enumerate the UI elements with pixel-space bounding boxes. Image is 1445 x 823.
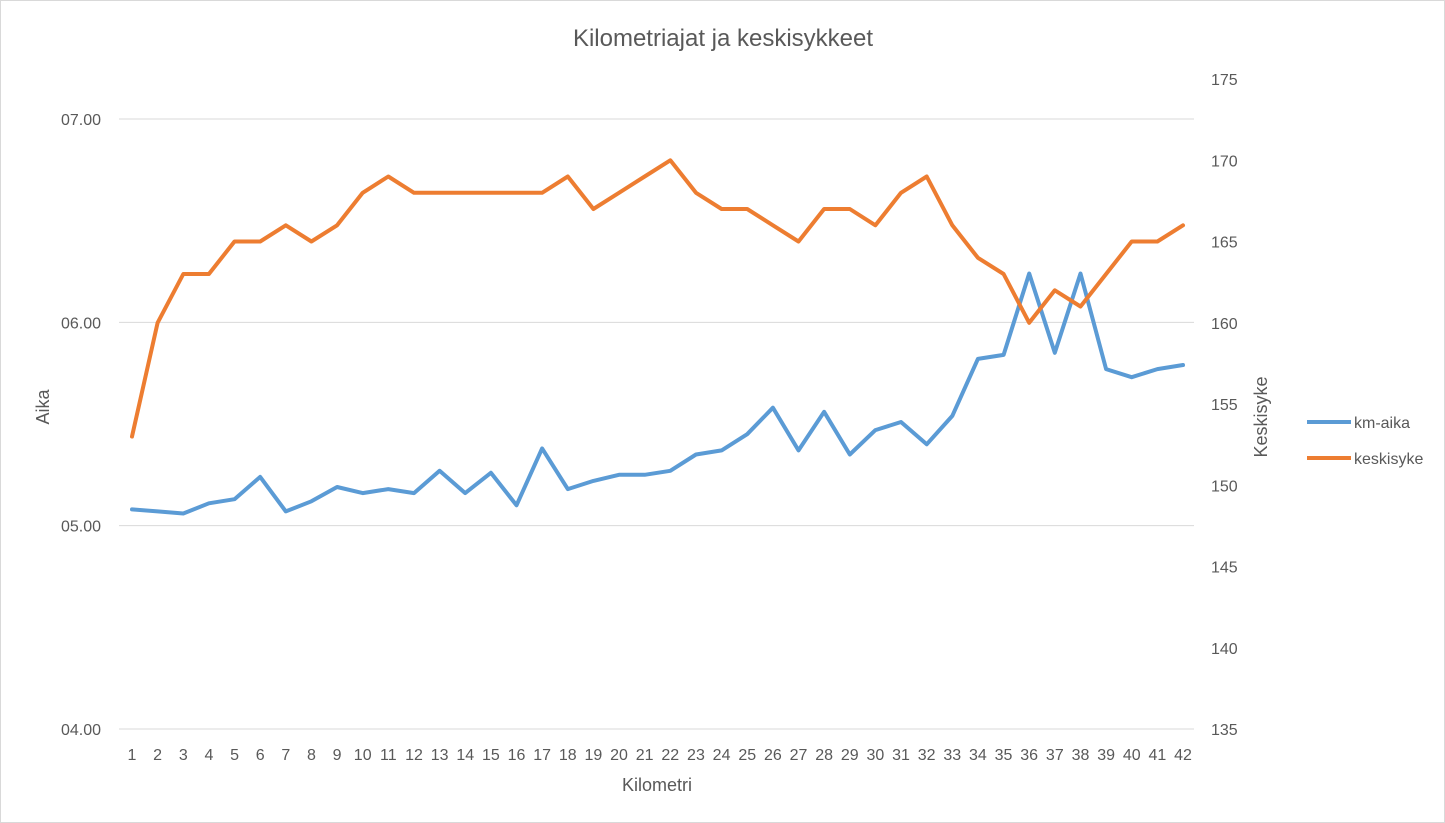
x-tick-label: 38 (1072, 747, 1090, 764)
x-tick-label: 41 (1148, 747, 1166, 764)
x-tick-label: 2 (153, 747, 162, 764)
left-tick-label: 06.00 (61, 315, 101, 332)
x-axis-ticks: 1 2 3 4 5 6 7 8 9 10 11 12 13 14 15 16 17 18 19 20 21 22 23 24 2… (128, 747, 1192, 764)
x-tick-label: 35 (995, 747, 1013, 764)
x-tick-label: 39 (1097, 747, 1115, 764)
x-tick-label: 42 (1174, 747, 1192, 764)
right-tick-label: 145 (1211, 560, 1238, 577)
x-tick-label: 14 (456, 747, 474, 764)
x-tick-label: 22 (661, 747, 679, 764)
x-tick-label: 18 (559, 747, 577, 764)
x-tick-label: 11 (380, 747, 397, 764)
x-tick-label: 25 (738, 747, 756, 764)
x-tick-label: 29 (841, 747, 859, 764)
x-tick-label: 36 (1020, 747, 1038, 764)
legend-label-km-aika: km-aika (1354, 415, 1410, 432)
legend: km-aika keskisyke (1307, 415, 1423, 468)
x-tick-label: 8 (307, 747, 316, 764)
legend-label-keskisyke: keskisyke (1354, 451, 1423, 468)
x-tick-label: 30 (866, 747, 884, 764)
chart-title: Kilometriajat ja keskisykkeet (573, 25, 873, 52)
x-tick-label: 28 (815, 747, 833, 764)
series-line-keskisyke (130, 158, 1185, 439)
left-axis-ticks: 04.00 05.00 06.00 07.00 (61, 112, 101, 739)
x-tick-label: 34 (969, 747, 987, 764)
x-tick-label: 5 (230, 747, 239, 764)
x-tick-label: 27 (790, 747, 808, 764)
y-axis-right-label: Keskisyke (1251, 376, 1271, 457)
right-axis-ticks: 135 140 145 150 155 160 165 170 175 (1211, 72, 1238, 739)
x-tick-label: 6 (256, 747, 265, 764)
x-tick-label: 9 (333, 747, 342, 764)
x-tick-label: 7 (281, 747, 290, 764)
x-tick-label: 15 (482, 747, 500, 764)
x-tick-label: 17 (533, 747, 551, 764)
x-tick-label: 16 (508, 747, 526, 764)
right-tick-label: 135 (1211, 722, 1238, 739)
right-tick-label: 150 (1211, 478, 1238, 495)
right-tick-label: 170 (1211, 153, 1238, 170)
x-tick-label: 1 (128, 747, 137, 764)
x-tick-label: 40 (1123, 747, 1141, 764)
gridlines (119, 118, 1194, 730)
x-tick-label: 26 (764, 747, 782, 764)
x-tick-label: 4 (204, 747, 213, 764)
left-tick-label: 07.00 (61, 112, 101, 129)
left-tick-label: 04.00 (61, 722, 101, 739)
right-tick-label: 165 (1211, 235, 1238, 252)
series-line-km-aika (130, 271, 1185, 516)
series-layer (130, 158, 1185, 516)
x-tick-label: 3 (179, 747, 188, 764)
x-tick-label: 33 (943, 747, 961, 764)
x-tick-label: 13 (431, 747, 449, 764)
x-tick-label: 19 (585, 747, 603, 764)
x-tick-label: 31 (892, 747, 910, 764)
left-tick-label: 05.00 (61, 519, 101, 536)
x-tick-label: 37 (1046, 747, 1064, 764)
right-tick-label: 155 (1211, 397, 1238, 414)
x-tick-label: 10 (354, 747, 372, 764)
right-tick-label: 160 (1211, 316, 1238, 333)
x-tick-label: 20 (610, 747, 628, 764)
right-tick-label: 175 (1211, 72, 1238, 89)
x-tick-label: 32 (918, 747, 936, 764)
x-axis-label: Kilometri (622, 775, 692, 795)
x-tick-label: 24 (713, 747, 731, 764)
right-tick-label: 140 (1211, 641, 1238, 658)
x-tick-label: 23 (687, 747, 705, 764)
x-tick-label: 21 (636, 747, 654, 764)
x-tick-label: 12 (405, 747, 423, 764)
y-axis-left-label: Aika (33, 389, 53, 425)
